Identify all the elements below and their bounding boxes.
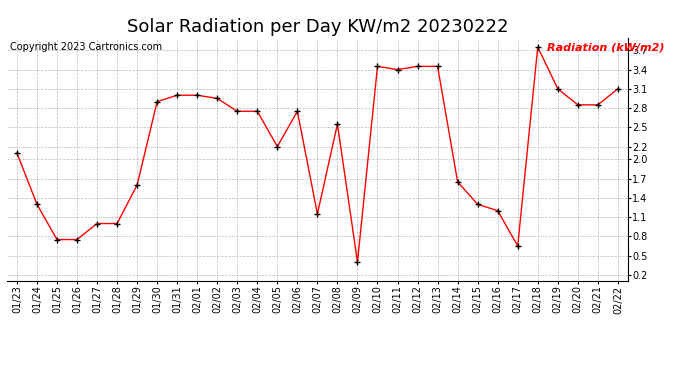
Title: Solar Radiation per Day KW/m2 20230222: Solar Radiation per Day KW/m2 20230222 bbox=[127, 18, 508, 36]
Text: Copyright 2023 Cartronics.com: Copyright 2023 Cartronics.com bbox=[10, 42, 162, 52]
Text: Radiation (kW/m2): Radiation (kW/m2) bbox=[547, 42, 664, 52]
